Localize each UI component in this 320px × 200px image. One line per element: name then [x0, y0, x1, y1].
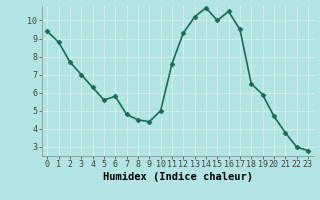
X-axis label: Humidex (Indice chaleur): Humidex (Indice chaleur) [103, 172, 252, 182]
